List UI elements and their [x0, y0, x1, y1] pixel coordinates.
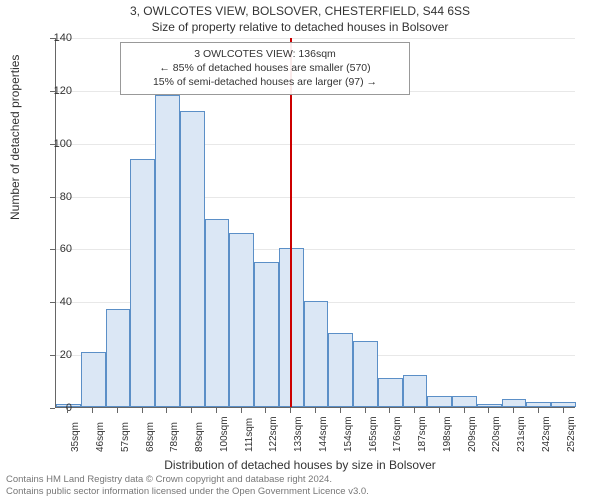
x-tick-label: 252sqm [566, 416, 577, 452]
x-tick-label: 187sqm [417, 416, 428, 452]
x-tick-mark [464, 408, 465, 413]
histogram-bar [353, 341, 378, 407]
annotation-line: 15% of semi-detached houses are larger (… [127, 75, 403, 89]
y-tick-label: 20 [60, 349, 72, 361]
x-tick-mark [166, 408, 167, 413]
histogram-bar [551, 402, 576, 407]
x-tick-label: 231sqm [516, 416, 527, 452]
histogram-bar [304, 301, 329, 407]
footer-line1: Contains HM Land Registry data © Crown c… [6, 474, 369, 486]
annotation-line: 3 OWLCOTES VIEW: 136sqm [127, 47, 403, 61]
x-tick-mark [563, 408, 564, 413]
x-tick-mark [265, 408, 266, 413]
annotation-box: 3 OWLCOTES VIEW: 136sqm← 85% of detached… [120, 42, 410, 95]
x-tick-mark [414, 408, 415, 413]
x-tick-mark [117, 408, 118, 413]
histogram-bar [130, 159, 155, 407]
histogram-bar [452, 396, 477, 407]
histogram-bar [328, 333, 353, 407]
x-tick-mark [142, 408, 143, 413]
x-tick-mark [488, 408, 489, 413]
histogram-bar [378, 378, 403, 407]
x-tick-mark [216, 408, 217, 413]
y-tick-label: 80 [60, 191, 72, 203]
y-tick-label: 140 [54, 32, 72, 44]
y-tick-mark [50, 302, 55, 303]
annotation-line: ← 85% of detached houses are smaller (57… [127, 61, 403, 75]
x-tick-label: 220sqm [491, 416, 502, 452]
chart-container: 3, OWLCOTES VIEW, BOLSOVER, CHESTERFIELD… [0, 0, 600, 500]
x-tick-mark [439, 408, 440, 413]
y-tick-mark [50, 91, 55, 92]
x-tick-mark [191, 408, 192, 413]
y-tick-label: 100 [54, 138, 72, 150]
x-tick-mark [241, 408, 242, 413]
x-tick-mark [365, 408, 366, 413]
chart-title-address: 3, OWLCOTES VIEW, BOLSOVER, CHESTERFIELD… [0, 4, 600, 18]
x-tick-label: 78sqm [169, 422, 180, 452]
y-axis-label: Number of detached properties [8, 55, 22, 220]
y-tick-label: 60 [60, 243, 72, 255]
histogram-bar [502, 399, 527, 407]
x-tick-mark [340, 408, 341, 413]
histogram-bar [403, 375, 428, 407]
x-tick-label: 144sqm [318, 416, 329, 452]
x-tick-label: 154sqm [343, 416, 354, 452]
x-tick-label: 176sqm [392, 416, 403, 452]
y-tick-mark [50, 249, 55, 250]
chart-subtitle: Size of property relative to detached ho… [0, 20, 600, 34]
y-tick-mark [50, 38, 55, 39]
histogram-bar [526, 402, 551, 407]
y-tick-label: 120 [54, 85, 72, 97]
y-tick-mark [50, 408, 55, 409]
histogram-bar [106, 309, 131, 407]
gridline [56, 38, 575, 39]
y-tick-mark [50, 355, 55, 356]
x-tick-label: 242sqm [541, 416, 552, 452]
histogram-bar [155, 95, 180, 407]
y-tick-label: 40 [60, 296, 72, 308]
histogram-bar [81, 352, 106, 408]
x-tick-mark [538, 408, 539, 413]
x-tick-label: 46sqm [95, 422, 106, 452]
y-tick-mark [50, 144, 55, 145]
histogram-bar [180, 111, 205, 407]
x-tick-mark [92, 408, 93, 413]
footer-attribution: Contains HM Land Registry data © Crown c… [6, 474, 369, 498]
x-tick-label: 100sqm [219, 416, 230, 452]
histogram-bar [427, 396, 452, 407]
x-tick-label: 198sqm [442, 416, 453, 452]
x-tick-mark [315, 408, 316, 413]
gridline [56, 144, 575, 145]
x-tick-label: 35sqm [70, 422, 81, 452]
x-tick-label: 68sqm [145, 422, 156, 452]
y-tick-mark [50, 197, 55, 198]
x-tick-label: 209sqm [467, 416, 478, 452]
footer-line2: Contains public sector information licen… [6, 486, 369, 498]
histogram-bar [254, 262, 279, 407]
x-tick-mark [290, 408, 291, 413]
x-tick-label: 165sqm [368, 416, 379, 452]
x-tick-mark [389, 408, 390, 413]
histogram-bar [205, 219, 230, 407]
x-tick-mark [513, 408, 514, 413]
x-tick-label: 57sqm [120, 422, 131, 452]
histogram-bar [477, 404, 502, 407]
x-tick-mark [67, 408, 68, 413]
histogram-bar [229, 233, 254, 407]
x-tick-label: 122sqm [268, 416, 279, 452]
x-tick-label: 133sqm [293, 416, 304, 452]
x-tick-label: 89sqm [194, 422, 205, 452]
x-axis-label: Distribution of detached houses by size … [0, 458, 600, 472]
x-tick-label: 111sqm [244, 418, 255, 452]
